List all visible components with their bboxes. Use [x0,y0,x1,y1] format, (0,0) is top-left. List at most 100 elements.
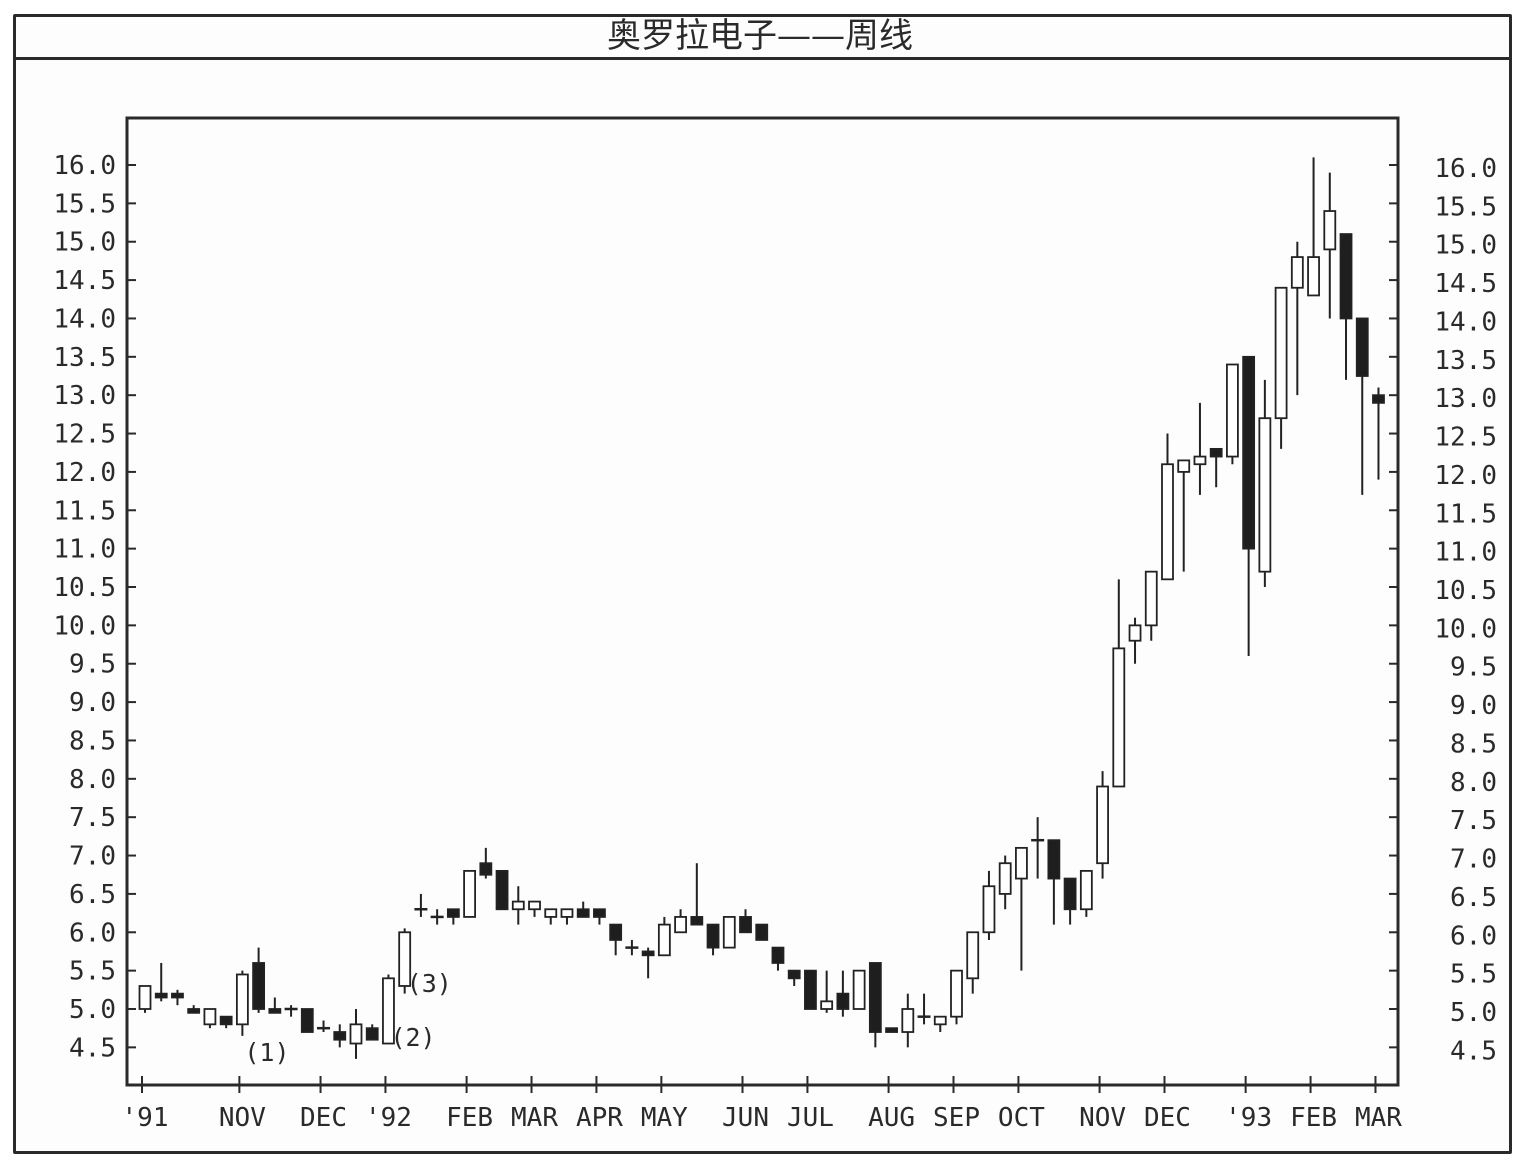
candle [576,901,590,918]
candle [1031,817,1045,879]
candle-body-down [1047,839,1061,880]
candle [1177,459,1191,572]
y-tick-label-left: 11.5 [53,496,116,526]
title-divider [13,57,1512,60]
candle-body-down [171,992,184,999]
candle [333,1024,347,1048]
candle-body-up [1096,785,1109,865]
candle [203,1008,217,1029]
x-tick-label: NOV [1079,1103,1126,1133]
candle [1193,402,1207,495]
candle-body-up [1193,455,1207,466]
candle [1161,433,1174,581]
y-tick-label-right: 16.0 [1434,154,1497,184]
candle [1063,877,1077,925]
y-tick-label-right: 5.0 [1450,998,1497,1028]
candle-body-down [219,1015,233,1026]
candle [284,1005,298,1017]
y-tick-label-left: 10.5 [53,573,116,603]
candle [657,916,671,957]
candle-body-down [446,908,460,918]
candle-body-up [544,908,558,918]
candle [625,939,639,956]
y-tick-label-left: 8.5 [69,726,116,756]
candle [950,969,963,1025]
candle-body-up [1144,570,1158,627]
y-tick-label-left: 12.0 [53,458,116,488]
x-tick-label: OCT [998,1103,1045,1133]
y-tick-label-left: 9.5 [69,650,116,680]
candle [511,886,525,925]
candle [430,909,444,925]
candle-body-up [1015,846,1028,880]
y-tick-label-left: 7.5 [69,803,116,833]
candle [933,1015,947,1033]
candle-body-up [560,908,574,918]
candle [1128,617,1142,664]
candle [1290,241,1304,396]
x-tick-label: '92 [365,1103,412,1133]
candle-body-up [998,862,1012,895]
candle [1112,579,1126,788]
y-tick-label-right: 7.5 [1450,806,1497,836]
y-tick-label-right: 10.0 [1434,614,1497,644]
candle-body-up [950,969,963,1018]
y-tick-label-right: 9.0 [1450,691,1497,721]
x-tick-label: NOV [219,1103,266,1133]
y-tick-label-right: 13.5 [1434,346,1497,376]
candle-body-up [1177,459,1191,473]
x-tick-label: FEB [1290,1103,1337,1133]
y-tick-label-right: 8.5 [1450,729,1497,759]
candle-body-up [674,916,687,934]
y-tick-label-right: 13.0 [1434,384,1497,414]
y-tick-label-left: 14.0 [53,304,116,334]
candle [609,923,623,956]
candle [787,969,801,986]
candle [463,869,477,918]
candle-body-down [479,862,493,876]
candle-body-up [657,923,671,957]
candle [479,847,493,879]
y-tick-label-right: 5.5 [1450,960,1497,990]
candle [219,1015,233,1029]
y-tick-label-left: 6.0 [69,918,116,948]
candle [1339,233,1353,380]
y-tick-label-left: 15.0 [53,228,116,258]
candle [690,863,704,926]
y-tick-label-right: 12.0 [1434,461,1497,491]
y-tick-label-left: 10.0 [53,611,116,641]
candle-body-up [933,1015,947,1026]
candle-body-up [463,869,477,918]
x-tick-label: FEB [446,1103,493,1133]
candle [187,1005,201,1014]
x-tick-label: AUG [868,1103,915,1133]
y-tick-label-left: 4.5 [69,1033,116,1063]
y-tick-label-left: 14.5 [53,266,116,296]
candle-body-down [365,1027,379,1041]
y-tick-label-left: 9.0 [69,688,116,718]
y-tick-label-left: 11.0 [53,535,116,565]
candle-body-up [398,931,412,987]
candle [414,893,428,917]
candle [398,928,412,994]
candle-body-up [1258,417,1272,573]
candle [1047,839,1061,925]
candle-body-down [495,869,509,911]
candle [998,855,1012,910]
x-tick-label: JUN [722,1103,769,1133]
candle-body-up [511,900,525,911]
candle-body-up [138,985,152,1010]
candle-body-down [804,969,817,1010]
candle [706,923,720,956]
plot-area [125,116,1400,1087]
x-tick-label: APR [576,1103,623,1133]
candle [1144,570,1158,641]
candle [1307,157,1320,297]
candle [820,970,834,1013]
y-tick-label-right: 4.5 [1450,1036,1497,1066]
candle-body-down [739,916,752,934]
candle-body-down [576,908,590,918]
y-tick-label-left: 5.5 [69,957,116,987]
candle [674,909,687,934]
